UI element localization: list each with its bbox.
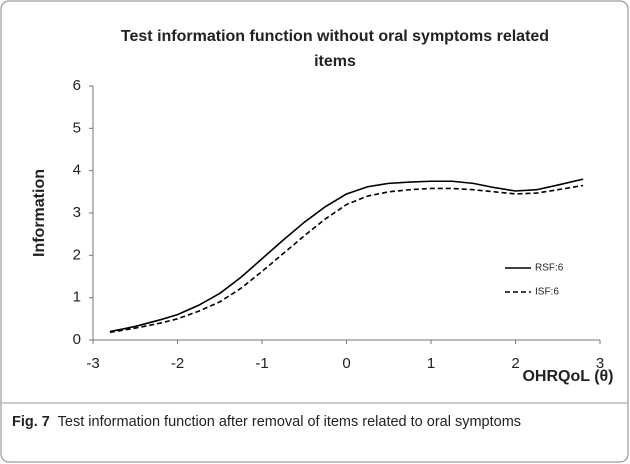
y-tick-label: 5: [73, 119, 81, 136]
x-tick-label: 2: [511, 355, 519, 372]
x-tick-label: 1: [427, 355, 435, 372]
x-tick-label: -2: [171, 355, 184, 372]
y-tick-label: 3: [73, 204, 81, 221]
y-tick-label: 6: [73, 77, 81, 94]
caption: Fig. 7 Test information function after r…: [12, 410, 572, 434]
x-tick-label: 0: [342, 355, 350, 372]
x-tick-label: -3: [86, 355, 99, 372]
series-line: [109, 178, 584, 333]
y-tick-label: 2: [73, 246, 81, 263]
y-tick-label: 4: [73, 162, 81, 179]
y-tick-label: 1: [73, 289, 81, 306]
y-tick-label: 0: [73, 331, 81, 348]
legend-label: ISF:6: [535, 287, 559, 298]
x-tick-label: -1: [255, 355, 268, 372]
chart-title: Test information function without oral s…: [120, 28, 550, 70]
legend-label: RSF:6: [535, 263, 564, 274]
caption-text: Test information function after removal …: [57, 414, 522, 430]
caption-label: Fig. 7: [12, 414, 50, 430]
series-line: [109, 184, 584, 334]
x-tick-label: 3: [596, 355, 604, 372]
x-axis-label: OHRQoL (θ): [522, 368, 613, 385]
y-axis-label: Information: [31, 169, 48, 257]
